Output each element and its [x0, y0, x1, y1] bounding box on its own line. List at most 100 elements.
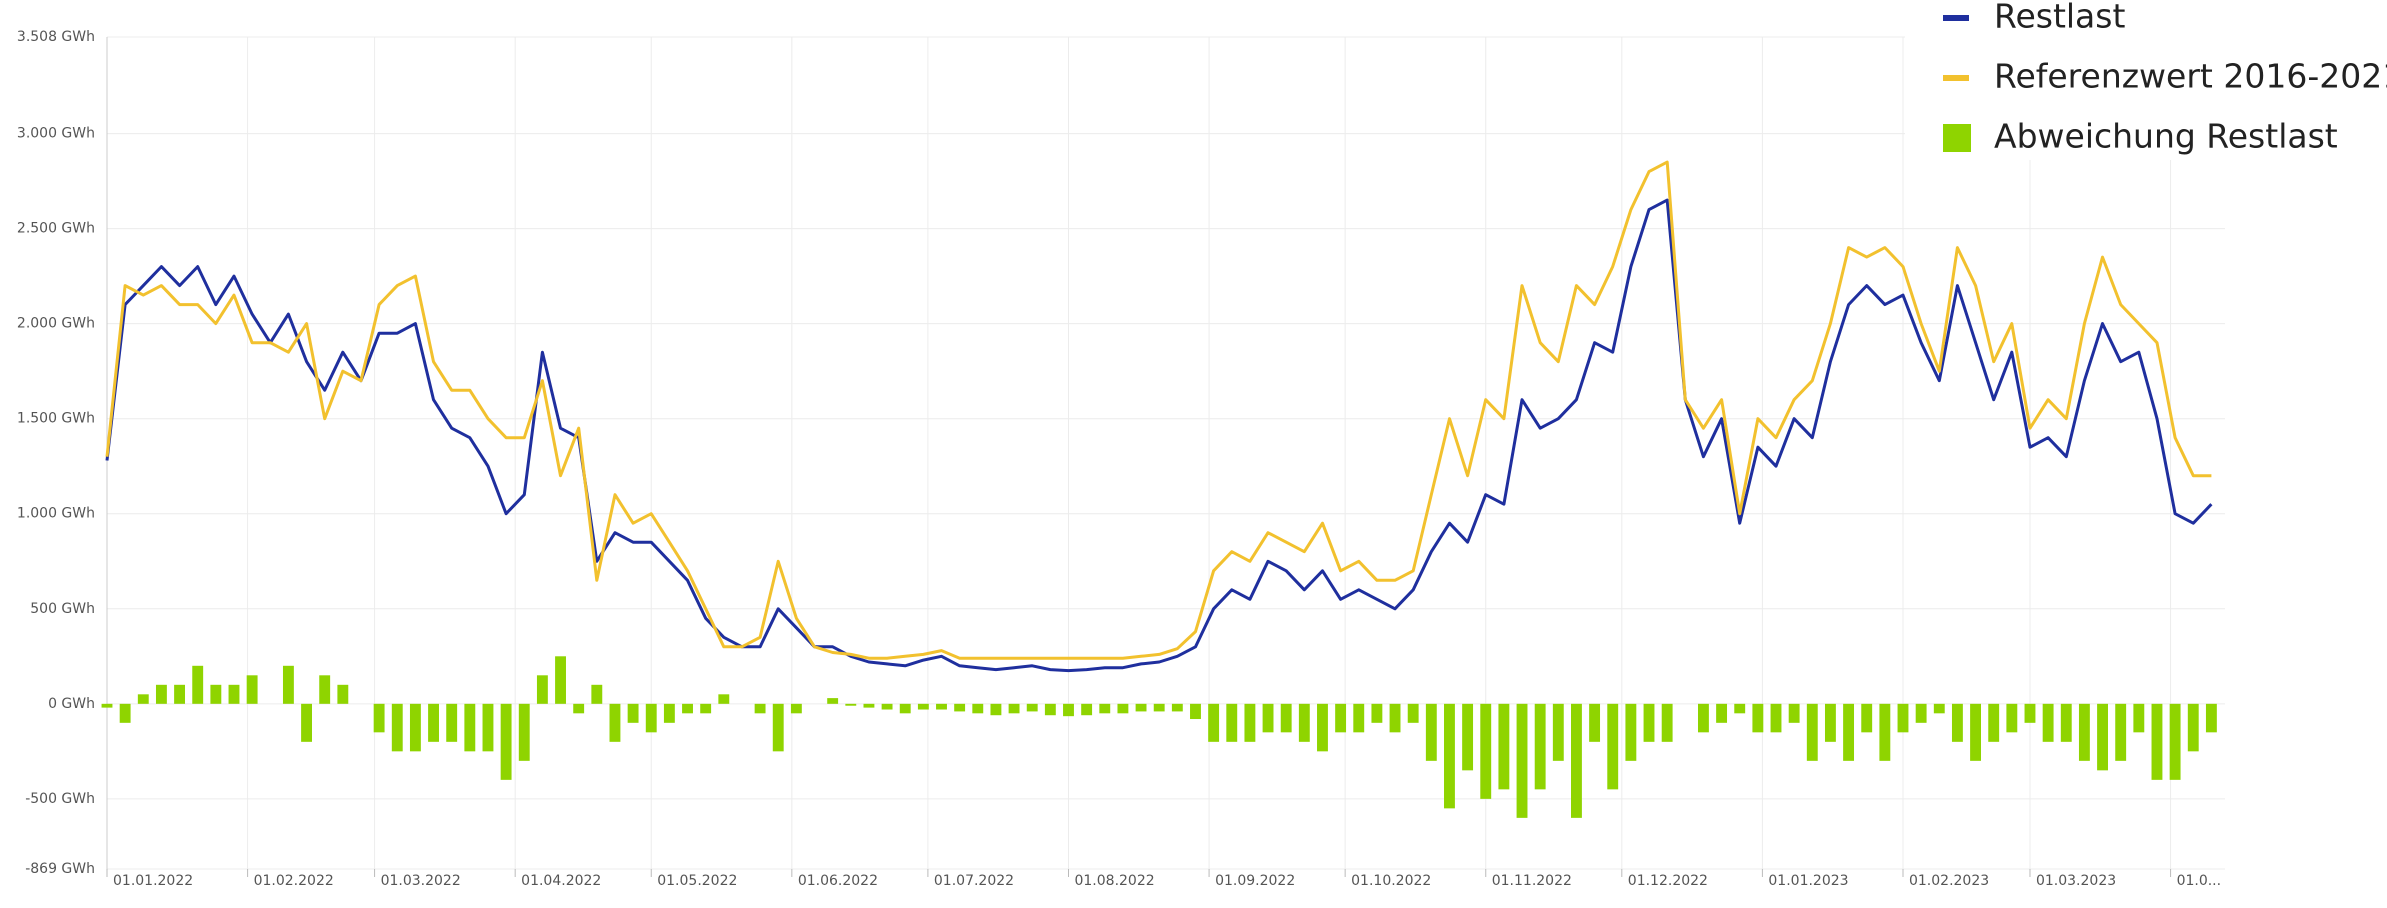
bar: [881, 703, 893, 710]
bar: [409, 703, 421, 752]
bar: [301, 703, 312, 742]
bar: [2187, 703, 2199, 752]
legend-swatch: [1943, 75, 1969, 81]
legend-swatch: [1943, 15, 1969, 21]
bar: [137, 694, 149, 704]
bar: [500, 703, 512, 780]
bar: [155, 684, 167, 704]
bar: [1933, 703, 1945, 714]
bar: [1317, 703, 1328, 752]
x-tick-label: 01.01.2022: [113, 873, 193, 889]
bar: [1951, 703, 1963, 742]
bar: [1262, 703, 1274, 733]
y-tick-label: 1.000 GWh: [17, 506, 95, 522]
bar: [282, 665, 294, 704]
bar: [2205, 703, 2217, 733]
bar: [1190, 703, 1201, 720]
bar: [1697, 703, 1709, 733]
bar: [1407, 703, 1419, 723]
bar: [1425, 703, 1437, 761]
bar: [1843, 703, 1855, 761]
bar: [1371, 703, 1383, 723]
bar: [1444, 703, 1455, 809]
legend-label: Referenzwert 2016-2021: [1994, 57, 2387, 96]
bar: [1734, 703, 1746, 714]
legend-label: Restlast: [1994, 0, 2125, 36]
x-tick-label: 01.09.2022: [1215, 873, 1295, 889]
bar: [1607, 703, 1619, 790]
bar: [2169, 703, 2181, 780]
bar: [954, 703, 966, 712]
bar: [1389, 703, 1401, 733]
bar: [446, 703, 458, 742]
bar: [1752, 703, 1764, 733]
bar: [1516, 703, 1528, 818]
bar: [1806, 703, 1818, 761]
bar: [1099, 703, 1111, 714]
legend-box: [1905, 0, 2387, 160]
x-tick-label: 01.05.2022: [657, 873, 737, 889]
bar: [917, 703, 929, 710]
bar: [192, 665, 204, 704]
bar: [536, 675, 548, 704]
bar: [1824, 703, 1836, 742]
x-tick-label: 01.03.2022: [381, 873, 461, 889]
bar: [2042, 703, 2054, 742]
bar: [1571, 703, 1582, 818]
x-tick-label: 01.12.2022: [1628, 873, 1708, 889]
y-tick-label: 1.500 GWh: [17, 411, 95, 427]
bar: [609, 703, 621, 742]
bar: [1643, 703, 1655, 742]
bar: [1171, 703, 1183, 712]
x-tick-label: 01.03.2023: [2036, 873, 2116, 889]
bar: [1625, 703, 1637, 761]
x-tick-label: 01.01.2023: [1768, 873, 1848, 889]
bar: [573, 703, 585, 714]
bar: [1589, 703, 1601, 742]
bar: [663, 703, 675, 723]
y-tick-label: 500 GWh: [30, 601, 95, 617]
bar: [1861, 703, 1873, 733]
x-tick-label: 01.11.2022: [1492, 873, 1572, 889]
bar: [464, 703, 476, 752]
bar: [899, 703, 911, 714]
bar: [1280, 703, 1292, 733]
bar: [845, 703, 857, 706]
x-tick-label: 01.06.2022: [798, 873, 878, 889]
legend-swatch: [1943, 124, 1971, 152]
bar: [2133, 703, 2145, 733]
bar: [2006, 703, 2018, 733]
bar: [1117, 703, 1129, 714]
x-tick-label: 01.02.2022: [254, 873, 334, 889]
bar: [1498, 703, 1510, 790]
bar: [228, 684, 240, 704]
x-tick-label: 01.10.2022: [1351, 873, 1431, 889]
bar: [482, 703, 494, 752]
bar: [1661, 703, 1673, 742]
bar: [1915, 703, 1927, 723]
bar: [1353, 703, 1365, 733]
bar: [1008, 703, 1020, 714]
bar: [2151, 703, 2163, 780]
bar: [990, 703, 1002, 716]
bar: [391, 703, 403, 752]
bar: [645, 703, 657, 733]
x-tick-label: 01.02.2023: [1909, 873, 1989, 889]
bar: [972, 703, 984, 714]
bar: [1879, 703, 1891, 761]
bar: [1552, 703, 1564, 761]
bar: [1897, 703, 1909, 733]
bar: [1153, 703, 1165, 712]
bar: [1226, 703, 1238, 742]
bar: [2115, 703, 2127, 761]
bar: [1716, 703, 1728, 723]
line: [105, 198, 2213, 673]
bar: [2078, 703, 2090, 761]
bar: [1298, 703, 1310, 742]
bar: [790, 703, 802, 714]
x-tick-label: 01.04.2022: [521, 873, 601, 889]
bar: [1044, 703, 1056, 716]
bar: [863, 703, 875, 708]
bar: [1244, 703, 1256, 742]
